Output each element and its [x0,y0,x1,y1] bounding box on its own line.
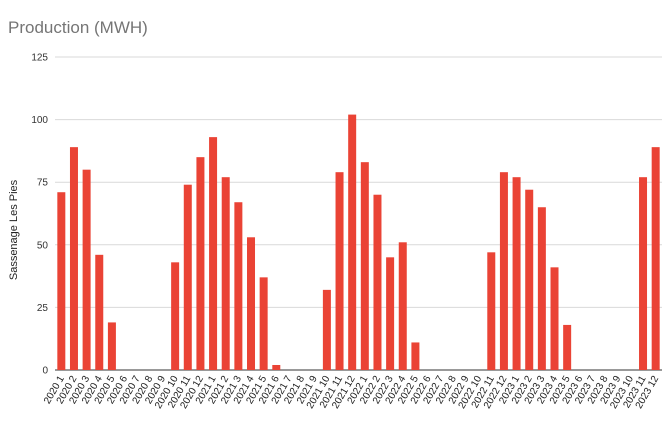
bar [259,277,268,370]
gridlines [55,56,662,371]
bar [196,157,205,370]
bar [57,192,66,370]
bar [272,364,281,370]
bar [69,147,78,370]
bar [107,322,116,370]
y-tick-label: 100 [31,115,48,126]
bar [234,202,243,370]
y-axis-ticks: 0 25 50 75 100 125 [31,53,48,377]
y-tick-label: 125 [31,53,48,64]
bar [360,162,369,370]
y-tick-label: 75 [37,178,49,189]
bar [525,189,534,370]
bar [171,262,180,370]
y-tick-label: 0 [42,366,48,377]
bar [563,324,572,370]
bar [348,114,357,370]
bar [221,177,230,370]
bar [322,289,331,370]
chart-title: Production (MWH) [8,18,148,37]
bar [209,137,218,370]
bar [639,177,648,370]
bar [183,184,192,370]
bar [512,177,521,370]
y-tick-label: 25 [37,303,49,314]
bar [537,207,546,370]
bar [95,254,104,370]
y-tick-label: 50 [37,240,49,251]
bar [335,172,344,370]
bar [247,237,256,370]
bar [373,194,382,370]
bar [82,169,91,370]
bars [57,114,660,370]
bar [411,342,420,370]
y-axis-label: Sassenage Les Pies [8,179,20,280]
bar [386,257,395,370]
bar [487,252,496,370]
bar [550,267,559,370]
bar [398,242,407,370]
bar [499,172,508,370]
bar [651,147,660,370]
